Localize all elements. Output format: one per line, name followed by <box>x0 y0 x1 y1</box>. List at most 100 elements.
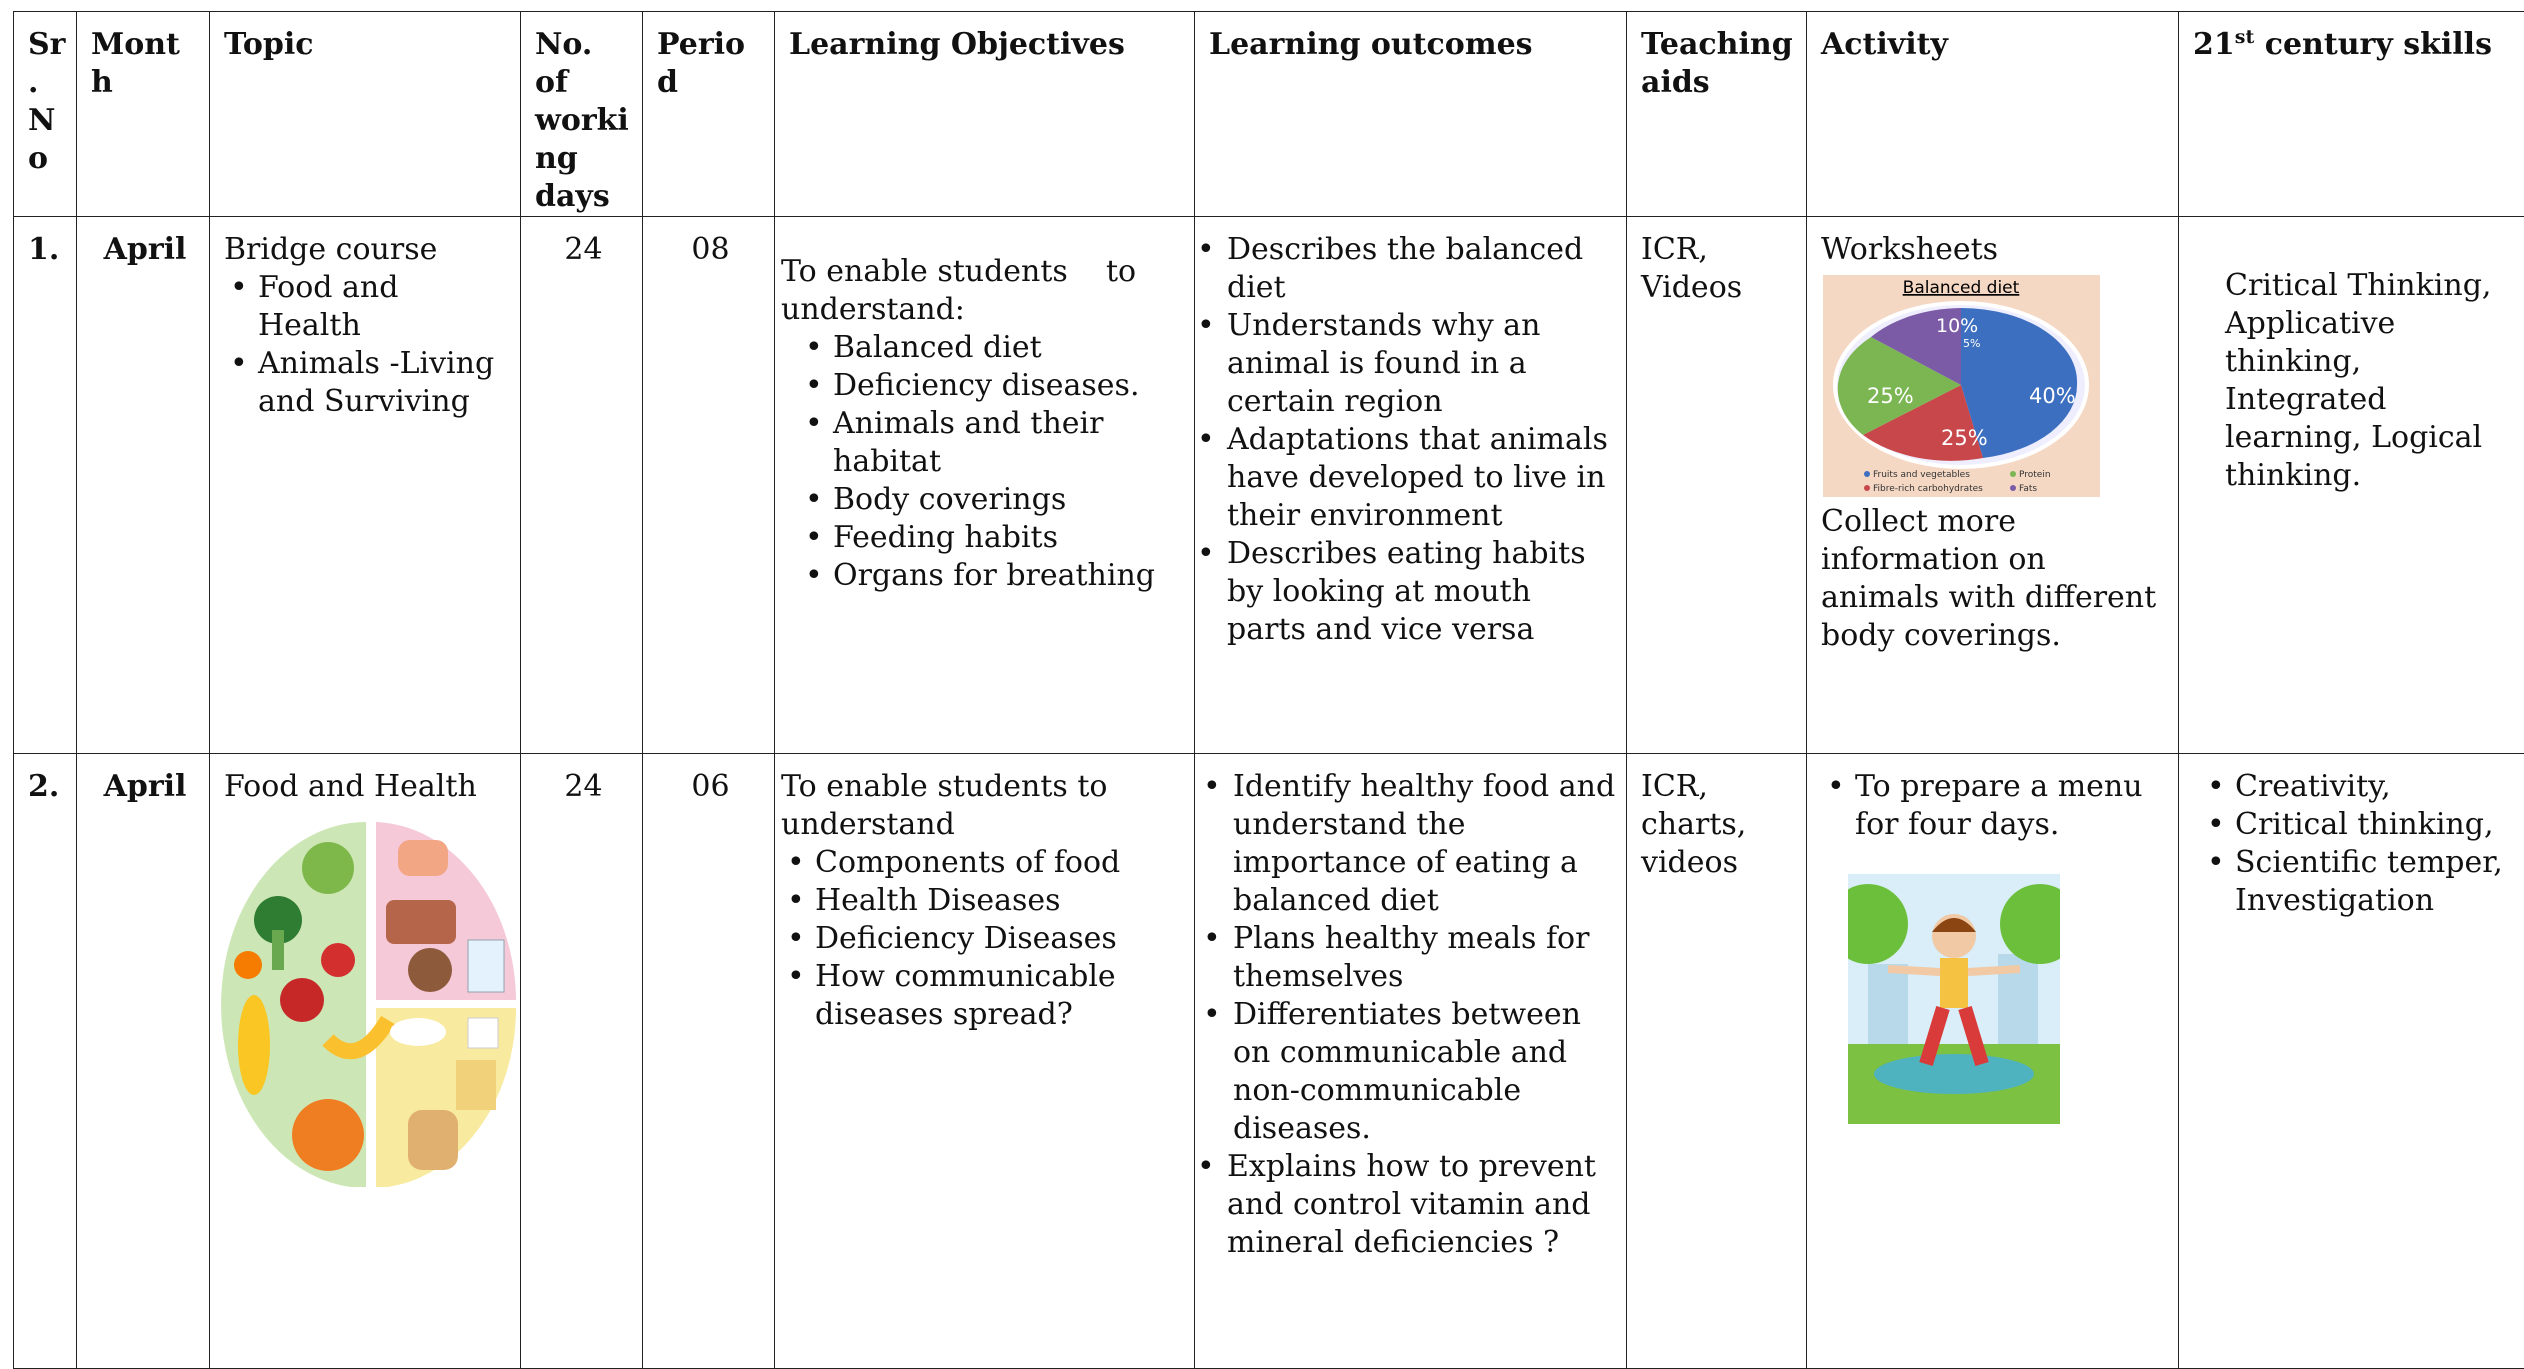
graphic <box>302 842 354 894</box>
cell: Describes the balanced diet Understands … <box>1195 217 1627 754</box>
list-item: Animals -Living and Surviving <box>258 345 510 421</box>
cell: To prepare a menu for four days. <box>1807 754 2179 1369</box>
header-cell: Period <box>643 12 775 217</box>
list-item: Critical thinking, <box>2235 806 2524 844</box>
legend-text: Fibre-rich carbohydrates <box>1873 484 1983 494</box>
list: Identify healthy food and understand the… <box>1203 768 1624 1262</box>
list-item: Explains how to prevent and control vita… <box>1227 1148 1624 1262</box>
list-item: Feeding habits <box>833 519 1184 557</box>
graphic <box>1868 964 1908 1044</box>
food-plate-image <box>218 820 519 1187</box>
graphic <box>468 1018 498 1048</box>
graphic <box>2010 471 2016 477</box>
list-item: Adaptations that animals have developed … <box>1227 421 1616 535</box>
cell: ICR, Videos <box>1627 217 1807 754</box>
list-item: To prepare a menu for four days. <box>1855 768 2168 844</box>
text: century skills <box>2265 27 2492 62</box>
cell: To enable students to understand: Balanc… <box>775 217 1195 754</box>
header-cell: Activity <box>1807 12 2179 217</box>
list-item: Deficiency Diseases <box>815 920 1184 958</box>
row: 2. April Food and Health 24 06 To enable… <box>14 754 2524 1369</box>
legend-text: Protein <box>2019 470 2051 480</box>
lesson-table: Sr. No Month Topic No. of working days P… <box>13 11 2524 1369</box>
header-cell: Month <box>77 12 210 217</box>
graphic: Sr. No Month Topic No. of working days P… <box>14 12 2524 1369</box>
yoga-image <box>1848 874 2060 1124</box>
pie-label: 40% <box>2029 384 2076 408</box>
superscript: st <box>2235 26 2254 48</box>
graphic <box>1874 1054 2034 1094</box>
graphic <box>1888 969 1940 972</box>
header-cell: Learning Objectives <box>775 12 1195 217</box>
header-cell: Learning outcomes <box>1195 12 1627 217</box>
graphic <box>238 995 270 1095</box>
graphic <box>386 900 456 944</box>
graphic <box>321 943 355 977</box>
graphic <box>468 940 504 992</box>
graphic <box>280 978 324 1022</box>
text: To enable students to understand: <box>781 253 1184 329</box>
text: Bridge course <box>224 231 510 269</box>
cell: April <box>77 754 210 1369</box>
list-item: Creativity, <box>2235 768 2524 806</box>
cell: 24 <box>521 217 643 754</box>
graphic <box>1864 485 1870 491</box>
list-item: Health Diseases <box>815 882 1184 920</box>
list: Describes the balanced diet Understands … <box>1197 231 1616 649</box>
list-item: Food and Health <box>258 269 510 345</box>
list-item: Identify healthy food and understand the… <box>1233 768 1624 920</box>
text: To enable students to understand <box>781 768 1184 844</box>
legend-text: Fruits and vegetables <box>1873 470 1970 480</box>
graphic <box>398 840 448 876</box>
pie-label: 25% <box>1867 384 1914 408</box>
list-item: Differentiates between on communicable a… <box>1233 996 1624 1148</box>
pie-label: 25% <box>1941 426 1988 450</box>
balanced-diet-image: Balanced diet 10% 5% 25% 40% 25% Fruits … <box>1823 275 2100 497</box>
graphic <box>456 1060 496 1110</box>
list-item: Describes the balanced diet <box>1227 231 1616 307</box>
cell: 06 <box>643 754 775 1369</box>
list: To prepare a menu for four days. <box>1821 768 2168 844</box>
header-cell: 21st century skills <box>2179 12 2524 217</box>
list-item: Organs for breathing <box>833 557 1184 595</box>
header-cell: Teaching aids <box>1627 12 1807 217</box>
list-item: Body coverings <box>833 481 1184 519</box>
cell: Worksheets Balanced diet 10% 5% 25% 40% … <box>1807 217 2179 754</box>
list: Food and Health Animals -Living and Surv… <box>224 269 510 421</box>
text: Collect more information on animals with… <box>1821 503 2168 655</box>
graphic <box>292 1099 364 1171</box>
text: Worksheets <box>1821 231 2168 269</box>
cell: 24 <box>521 754 643 1369</box>
list: Components of food Health Diseases Defic… <box>781 844 1184 1034</box>
cell: Identify healthy food and understand the… <box>1195 754 1627 1369</box>
list: Creativity, Critical thinking, Scientifi… <box>2205 768 2524 920</box>
graphic <box>1940 958 1968 1008</box>
cell: Creativity, Critical thinking, Scientifi… <box>2179 754 2524 1369</box>
list-item: Scientific temper, Investigation <box>2235 844 2524 920</box>
list-item: Animals and their habitat <box>833 405 1184 481</box>
cell: Bridge course Food and Health Animals -L… <box>210 217 521 754</box>
header-cell: No. of working days <box>521 12 643 217</box>
list-item: Understands why an animal is found in a … <box>1227 307 1616 421</box>
document: Sr. No Month Topic No. of working days P… <box>0 0 2524 1261</box>
list-item: How communicable diseases spread? <box>815 958 1184 1034</box>
graphic <box>2010 485 2016 491</box>
cell: ICR, charts, videos <box>1627 754 1807 1369</box>
graphic <box>408 1110 458 1170</box>
pie-label: 10% <box>1936 315 1978 337</box>
header-row: Sr. No Month Topic No. of working days P… <box>14 12 2524 217</box>
cell: Food and Health <box>210 754 521 1369</box>
image-title: Balanced diet <box>1903 278 2020 298</box>
text: 21 <box>2193 27 2235 62</box>
text: Food and Health <box>224 768 510 806</box>
pie-label: 5% <box>1963 337 1980 350</box>
list-item: Deficiency diseases. <box>833 367 1184 405</box>
cell: 08 <box>643 217 775 754</box>
list-item: Balanced diet <box>833 329 1184 367</box>
graphic <box>408 948 452 992</box>
list-item: Plans healthy meals for themselves <box>1233 920 1624 996</box>
cell: 1. <box>14 217 77 754</box>
page: Lesson Plan {"table":{ "header":{"sr_no"… <box>0 0 2524 1261</box>
cell: Critical Thinking, Applicative thinking,… <box>2179 217 2524 754</box>
header-cell: Sr. No <box>14 12 77 217</box>
